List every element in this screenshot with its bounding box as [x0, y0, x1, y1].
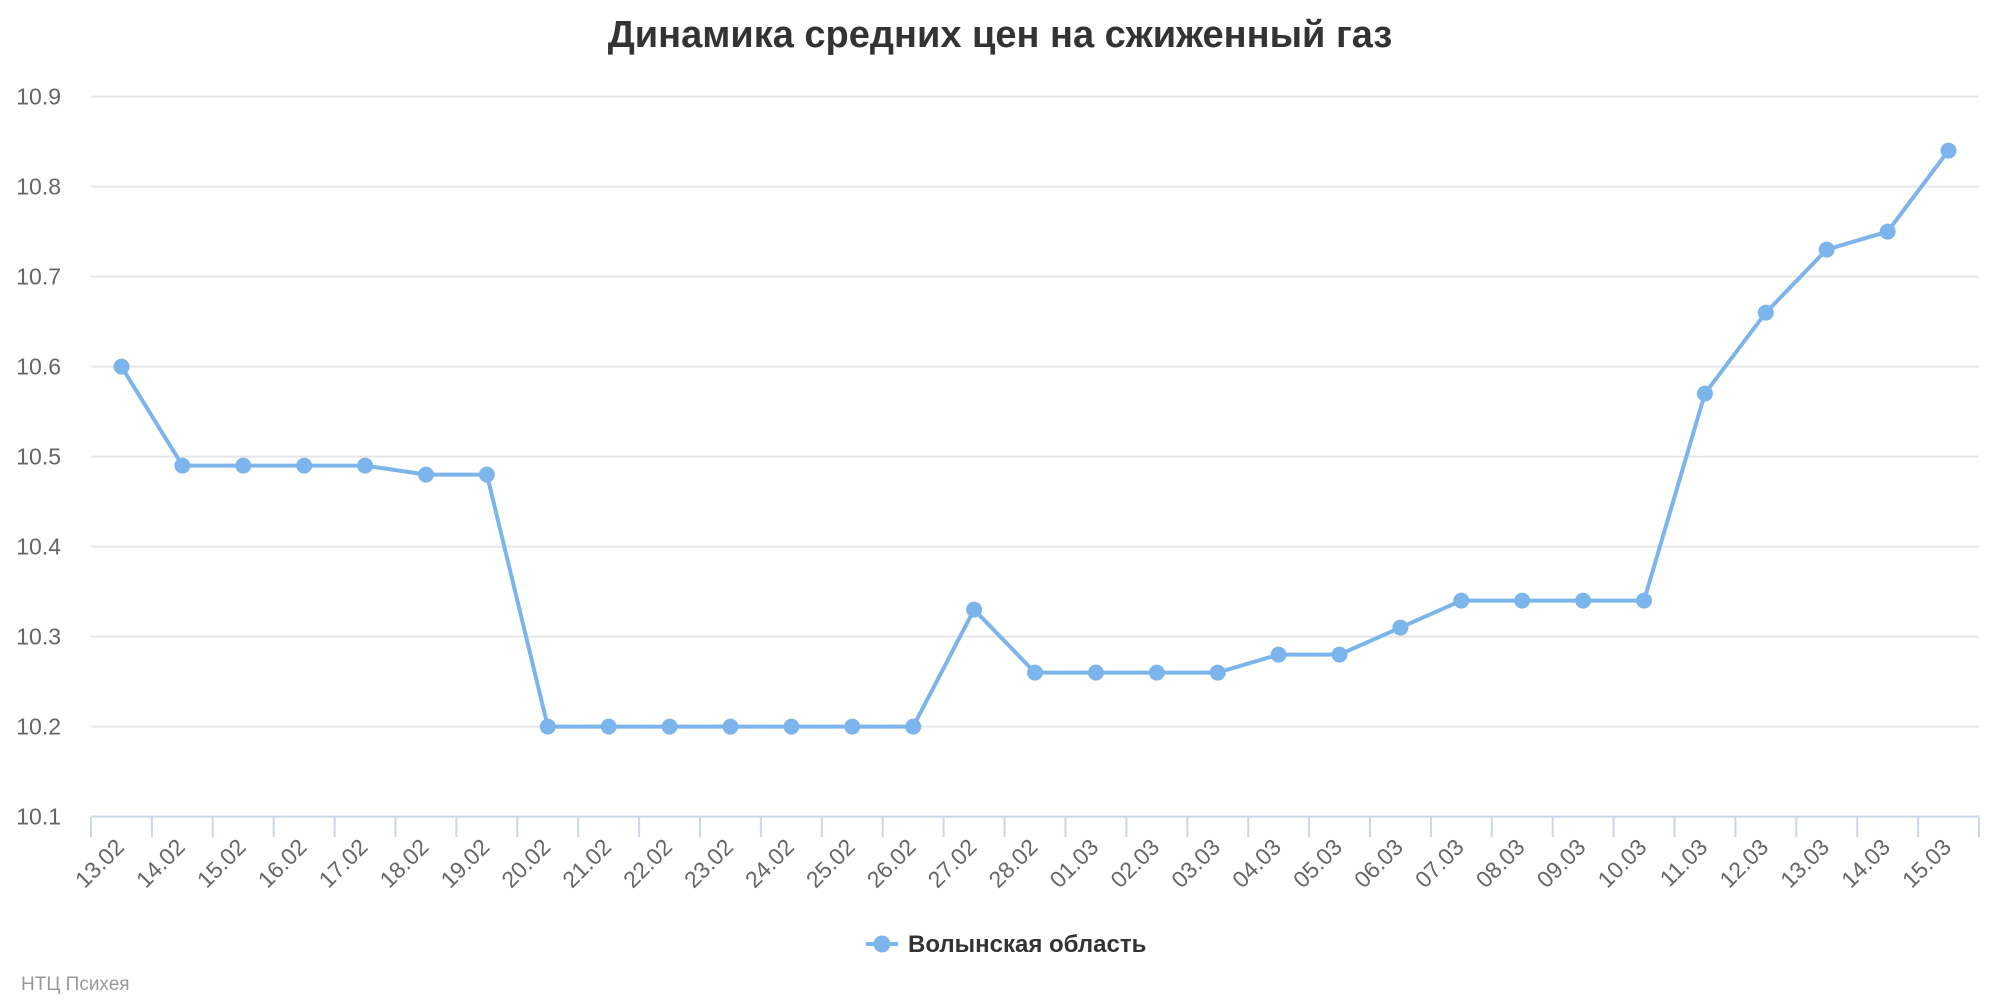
- svg-text:10.8: 10.8: [16, 174, 61, 200]
- svg-text:10.2: 10.2: [16, 714, 61, 740]
- svg-text:НТЦ Психея: НТЦ Психея: [21, 974, 130, 995]
- svg-text:10.3: 10.3: [16, 624, 61, 650]
- svg-text:10.7: 10.7: [16, 264, 61, 290]
- svg-text:10.1: 10.1: [16, 804, 61, 830]
- svg-text:Динамика средних цен на сжижен: Динамика средних цен на сжиженный газ: [608, 14, 1393, 56]
- svg-text:10.9: 10.9: [16, 84, 61, 110]
- svg-text:10.4: 10.4: [16, 534, 61, 560]
- svg-text:10.5: 10.5: [16, 444, 61, 470]
- svg-text:10.6: 10.6: [16, 354, 61, 380]
- svg-text:Волынская область: Волынская область: [908, 931, 1146, 958]
